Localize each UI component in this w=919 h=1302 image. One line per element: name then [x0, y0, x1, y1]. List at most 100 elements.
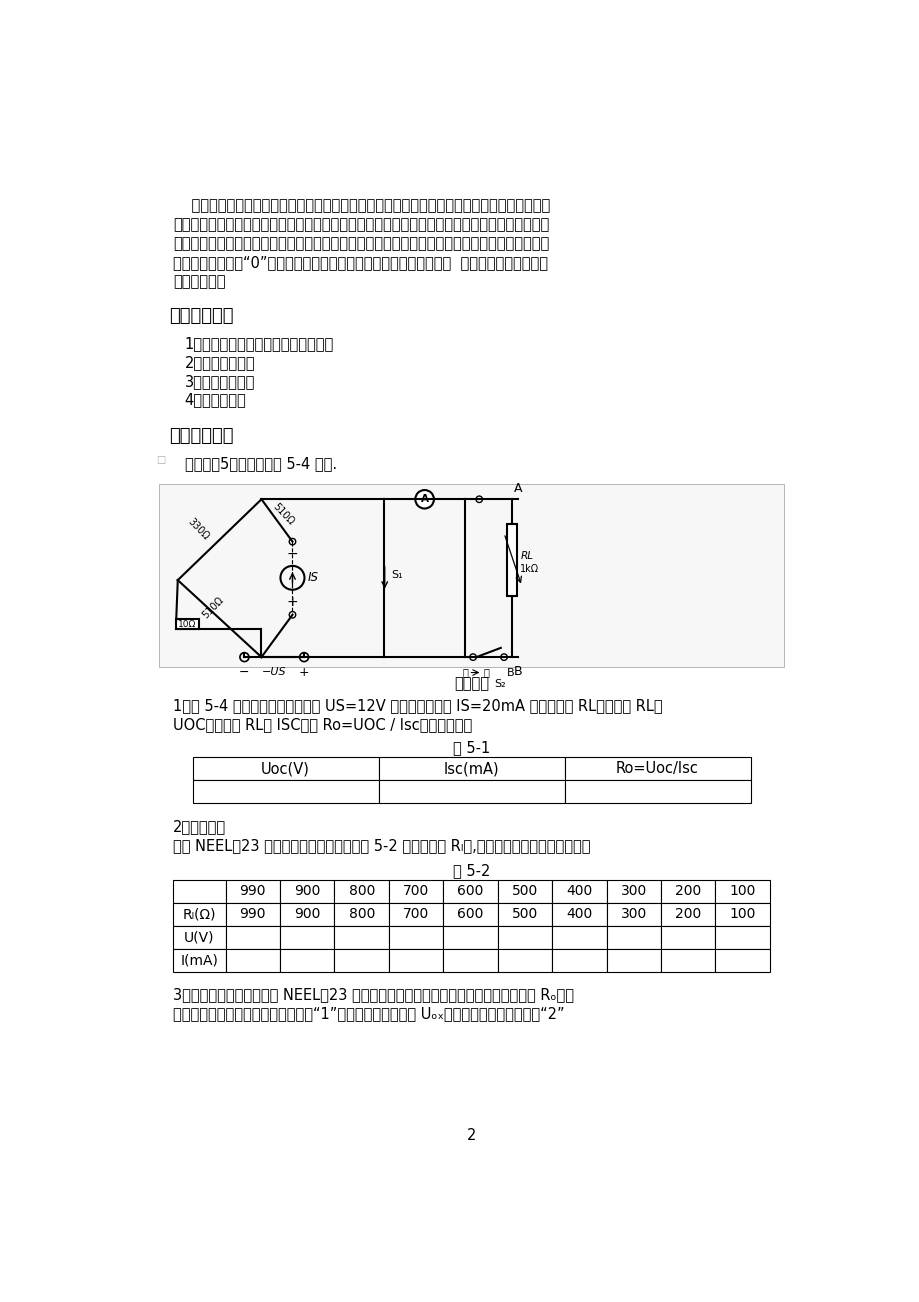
FancyBboxPatch shape	[606, 880, 661, 902]
Text: 四．实验内容: 四．实验内容	[169, 427, 233, 445]
FancyBboxPatch shape	[192, 758, 378, 780]
Text: +: +	[287, 595, 298, 609]
Text: 的开路电压。: 的开路电压。	[173, 273, 225, 289]
FancyBboxPatch shape	[378, 780, 564, 803]
Text: 990: 990	[239, 884, 266, 898]
Text: 表 5-1: 表 5-1	[452, 741, 490, 755]
Text: 800: 800	[348, 884, 374, 898]
Text: 的恒压源与被测有源二端网络进行比较，当恒压源的输出电压与有源二端网络的开路电压相等时，: 的恒压源与被测有源二端网络进行比较，当恒压源的输出电压与有源二端网络的开路电压相…	[173, 237, 549, 251]
FancyBboxPatch shape	[173, 926, 225, 949]
FancyBboxPatch shape	[173, 902, 225, 926]
Text: A: A	[420, 495, 428, 504]
Text: IS: IS	[308, 572, 319, 585]
Text: 通: 通	[461, 668, 468, 677]
Text: 400: 400	[566, 884, 592, 898]
FancyBboxPatch shape	[497, 926, 551, 949]
Text: Ro=Uoc/Isc: Ro=Uoc/Isc	[616, 762, 698, 776]
Text: 2．负载实验: 2．负载实验	[173, 819, 226, 833]
Text: 3．验证戴维南定理：利用 NEEL－23 元件笱中的不同阻值，将其阻值调整为等效电阻 Rₒ值，: 3．验证戴维南定理：利用 NEEL－23 元件笱中的不同阻值，将其阻值调整为等效…	[173, 987, 573, 1003]
Text: 被测有源5二端网络如图 5-4 所示.: 被测有源5二端网络如图 5-4 所示.	[185, 456, 336, 471]
Text: 800: 800	[348, 907, 374, 922]
Text: 200: 200	[675, 884, 700, 898]
Text: 200: 200	[675, 907, 700, 922]
Text: 510Ω: 510Ω	[270, 501, 295, 527]
Text: 4．综合实验台: 4．综合实验台	[185, 393, 246, 408]
FancyBboxPatch shape	[279, 949, 335, 973]
Text: −: −	[287, 547, 298, 560]
FancyBboxPatch shape	[661, 926, 715, 949]
FancyBboxPatch shape	[443, 902, 497, 926]
FancyBboxPatch shape	[715, 880, 769, 902]
Text: 900: 900	[294, 907, 320, 922]
FancyBboxPatch shape	[564, 758, 750, 780]
FancyBboxPatch shape	[389, 926, 443, 949]
Text: 700: 700	[403, 907, 429, 922]
FancyBboxPatch shape	[564, 780, 750, 803]
FancyBboxPatch shape	[606, 902, 661, 926]
Text: 100: 100	[729, 884, 755, 898]
FancyBboxPatch shape	[661, 902, 715, 926]
Text: 400: 400	[566, 907, 592, 922]
Text: □: □	[156, 454, 165, 465]
Text: 990: 990	[239, 907, 266, 922]
Text: 100: 100	[729, 907, 755, 922]
FancyBboxPatch shape	[389, 880, 443, 902]
Text: 2: 2	[466, 1129, 476, 1143]
FancyBboxPatch shape	[443, 880, 497, 902]
Text: 330Ω: 330Ω	[186, 516, 210, 542]
Text: 图５－４: 图５－４	[453, 676, 489, 691]
Text: A: A	[513, 482, 522, 495]
Text: −: −	[239, 665, 249, 678]
Text: 10Ω: 10Ω	[177, 620, 196, 629]
FancyBboxPatch shape	[389, 902, 443, 926]
Text: 300: 300	[620, 907, 646, 922]
FancyBboxPatch shape	[497, 949, 551, 973]
FancyBboxPatch shape	[279, 926, 335, 949]
Text: Isc(mA): Isc(mA)	[443, 762, 499, 776]
Circle shape	[414, 490, 434, 509]
Text: 500: 500	[511, 907, 538, 922]
FancyBboxPatch shape	[173, 949, 225, 973]
FancyBboxPatch shape	[606, 949, 661, 973]
Text: −US: −US	[262, 667, 286, 677]
Text: 利用 NEEL－23 元件笱中的不同阻值按照表 5-2 选取合适的 Rₗ值,测量有源二端网络的外特性。: 利用 NEEL－23 元件笱中的不同阻值按照表 5-2 选取合适的 Rₗ值,测量…	[173, 837, 590, 853]
FancyBboxPatch shape	[443, 949, 497, 973]
FancyBboxPatch shape	[279, 902, 335, 926]
Text: 600: 600	[457, 884, 483, 898]
FancyBboxPatch shape	[225, 902, 279, 926]
Text: +: +	[299, 665, 309, 678]
FancyBboxPatch shape	[497, 902, 551, 926]
FancyBboxPatch shape	[225, 949, 279, 973]
Text: RL: RL	[520, 551, 533, 561]
FancyBboxPatch shape	[176, 620, 199, 629]
FancyBboxPatch shape	[715, 949, 769, 973]
Text: 在测量具有高内阻有源二端网络的开路电压时，用电压表进行直接测量会造成较大的误差，为: 在测量具有高内阻有源二端网络的开路电压时，用电压表进行直接测量会造成较大的误差，…	[173, 199, 550, 214]
Text: 表 5-2: 表 5-2	[452, 863, 490, 878]
Text: 2．直流稳压电源: 2．直流稳压电源	[185, 355, 255, 370]
Text: B: B	[513, 665, 522, 678]
FancyBboxPatch shape	[335, 902, 389, 926]
Text: 700: 700	[403, 884, 429, 898]
Text: 断: 断	[483, 668, 489, 677]
FancyBboxPatch shape	[279, 880, 335, 902]
FancyBboxPatch shape	[606, 926, 661, 949]
FancyBboxPatch shape	[335, 926, 389, 949]
FancyBboxPatch shape	[551, 949, 606, 973]
FancyBboxPatch shape	[443, 926, 497, 949]
FancyBboxPatch shape	[173, 880, 225, 902]
FancyBboxPatch shape	[497, 880, 551, 902]
Text: UOC，再短接 RL测 ISC，则 Ro=UOC / Isc，填入下表。: UOC，再短接 RL测 ISC，则 Ro=UOC / Isc，填入下表。	[173, 717, 471, 732]
FancyBboxPatch shape	[661, 880, 715, 902]
Text: 510Ω: 510Ω	[200, 595, 226, 621]
Text: 1kΩ: 1kΩ	[520, 564, 539, 574]
Text: 1．图 5-4 线路接入直流稳压电源 US=12V 和直流稳流电源 IS=20mA 及可变电阻 RL。先断开 RL测: 1．图 5-4 线路接入直流稳压电源 US=12V 和直流稳流电源 IS=20m…	[173, 698, 662, 713]
Text: I(mA): I(mA)	[180, 953, 218, 967]
FancyBboxPatch shape	[225, 880, 279, 902]
FancyBboxPatch shape	[551, 902, 606, 926]
Text: 了消除电压表内阻的影响，往往采用零示测量法，如图５－３所示。零示法测量原理是用一低内阻: 了消除电压表内阻的影响，往往采用零示测量法，如图５－３所示。零示法测量原理是用一…	[173, 217, 549, 233]
Text: 然后令其与直流稳压电源（调到步骤“1”时所测得的开路电压 Uₒₓ之值）相串联，仿照步骤“2”: 然后令其与直流稳压电源（调到步骤“1”时所测得的开路电压 Uₒₓ之值）相串联，仿…	[173, 1006, 564, 1021]
FancyBboxPatch shape	[335, 880, 389, 902]
Text: S₁: S₁	[391, 570, 403, 579]
Text: Uoc(V): Uoc(V)	[261, 762, 310, 776]
Text: S₂: S₂	[494, 678, 505, 689]
